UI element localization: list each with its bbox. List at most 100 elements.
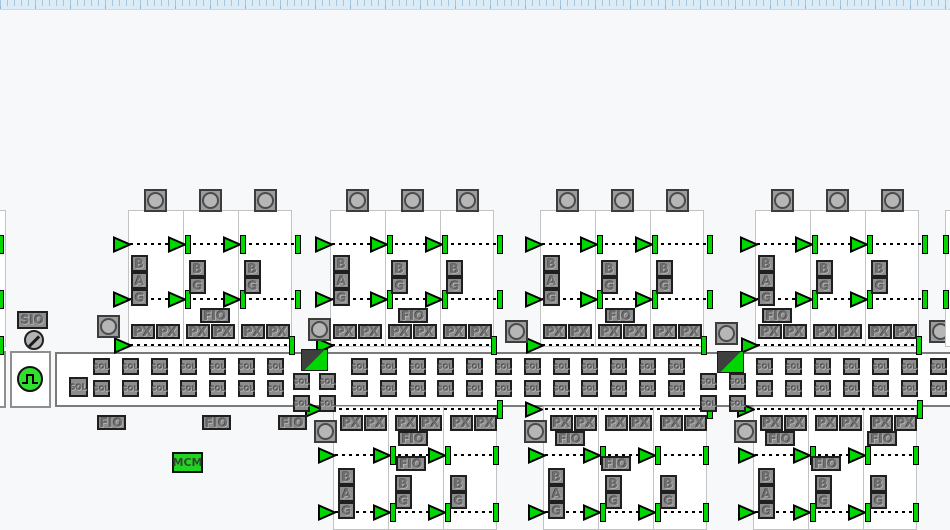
px-sensor-label[interactable]: PX [758,324,782,339]
px-sensor-label[interactable]: PX [784,415,807,431]
sol-valve-label[interactable]: SOL [524,380,541,397]
fio-label[interactable]: FIO [97,415,126,430]
stop-bar[interactable] [865,503,871,522]
bag-letter-label[interactable]: B [870,475,887,492]
photo-eye-triangle[interactable] [583,503,603,522]
fio-label[interactable]: FIO [811,456,841,471]
sol-valve-label[interactable]: SOL [151,380,168,397]
sol-valve-label[interactable]: SOL [437,358,454,375]
sio-station-label[interactable]: SIO [17,311,48,329]
px-sensor-label[interactable]: PX [340,415,363,431]
bag-letter-label[interactable]: G [391,277,408,294]
sol-valve-label[interactable]: SOL [872,358,889,375]
stop-bar[interactable] [493,503,499,522]
fio-label[interactable]: FIO [200,308,230,323]
stop-bar[interactable] [652,235,658,254]
bag-letter-label[interactable]: B [543,255,560,272]
bag-letter-label[interactable]: B [338,468,355,485]
sol-valve-label[interactable]: SOL [639,358,656,375]
bag-letter-label[interactable]: B [758,468,775,485]
px-sensor-label[interactable]: PX [660,415,683,431]
fio-label[interactable]: FIO [278,415,307,430]
stop-bar[interactable] [913,446,919,465]
px-sensor-label[interactable]: PX [623,324,647,339]
photo-eye-triangle[interactable] [370,290,390,309]
bag-letter-label[interactable]: B [395,475,412,492]
bag-letter-label[interactable]: G [871,277,888,294]
sol-valve-label[interactable]: SOL [409,380,426,397]
motor-icon[interactable] [401,189,424,212]
sol-valve-label[interactable]: SOL [209,380,226,397]
photo-eye-triangle[interactable] [580,290,600,309]
motor-icon[interactable] [826,189,849,212]
px-sensor-label[interactable]: PX [605,415,628,431]
photo-eye-triangle[interactable] [583,446,603,465]
photo-eye-triangle[interactable] [113,290,133,309]
bag-letter-label[interactable]: B [601,260,618,277]
photo-eye-triangle[interactable] [525,290,545,309]
photo-eye-triangle[interactable] [793,503,813,522]
photo-eye-triangle[interactable] [223,290,243,309]
motor-icon[interactable] [308,318,331,341]
fio-label[interactable]: FIO [765,431,795,446]
photo-eye-triangle[interactable] [425,235,445,254]
motor-icon[interactable] [771,189,794,212]
sol-valve-label[interactable]: SOL [843,358,860,375]
sol-valve-label[interactable]: SOL [319,395,336,412]
px-sensor-label[interactable]: PX [783,324,807,339]
stop-bar[interactable] [707,235,713,254]
sol-valve-label[interactable]: SOL [581,358,598,375]
stop-bar[interactable] [390,503,396,522]
sol-valve-label[interactable]: SOL [729,395,746,412]
photo-eye-triangle[interactable] [428,503,448,522]
photo-eye-triangle[interactable] [428,446,448,465]
stop-bar[interactable] [810,503,816,522]
divert-gate[interactable] [301,349,328,371]
photo-eye-triangle[interactable] [850,235,870,254]
bag-letter-label[interactable]: G [870,492,887,509]
px-sensor-label[interactable]: PX [598,324,622,339]
bag-letter-label[interactable]: A [338,485,355,502]
stop-bar[interactable] [600,503,606,522]
bag-letter-label[interactable]: B [391,260,408,277]
px-sensor-label[interactable]: PX [760,415,783,431]
px-sensor-label[interactable]: PX [813,324,837,339]
motor-icon[interactable] [505,320,528,343]
stop-bar[interactable] [707,290,713,309]
photo-eye-triangle[interactable] [740,290,760,309]
px-sensor-label[interactable]: PX [543,324,567,339]
sol-valve-label[interactable]: SOL [238,380,255,397]
bag-letter-label[interactable]: G [815,492,832,509]
bag-letter-label[interactable]: B [548,468,565,485]
sol-valve-label[interactable]: SOL [872,380,889,397]
sol-valve-label[interactable]: SOL [437,380,454,397]
sol-valve-label[interactable]: SOL [901,380,918,397]
bag-letter-label[interactable]: G [548,502,565,519]
sol-valve-label[interactable]: SOL [785,380,802,397]
stop-bar[interactable] [922,235,928,254]
stop-bar[interactable] [289,336,295,355]
sol-valve-label[interactable]: SOL [267,358,284,375]
sol-valve-label[interactable]: SOL [668,358,685,375]
photo-eye-triangle[interactable] [315,290,335,309]
stop-bar[interactable] [703,446,709,465]
bag-letter-label[interactable]: G [450,492,467,509]
sol-valve-label[interactable]: SOL [466,358,483,375]
sol-valve-label[interactable]: SOL [553,380,570,397]
bag-letter-label[interactable]: G [395,492,412,509]
stop-bar[interactable] [865,446,871,465]
motor-icon[interactable] [556,189,579,212]
photo-eye-triangle[interactable] [168,290,188,309]
sol-valve-label[interactable]: SOL [901,358,918,375]
stop-bar[interactable] [185,290,191,309]
stop-bar[interactable] [295,290,301,309]
stop-bar[interactable] [597,290,603,309]
screw-disconnect-icon[interactable] [24,330,44,350]
sol-valve-label[interactable]: SOL [668,380,685,397]
fio-label[interactable]: FIO [398,308,428,323]
sol-valve-label[interactable]: SOL [180,380,197,397]
stop-bar[interactable] [445,446,451,465]
bag-letter-label[interactable]: B [189,260,206,277]
px-sensor-label[interactable]: PX [870,415,893,431]
photo-eye-triangle[interactable] [318,503,338,522]
